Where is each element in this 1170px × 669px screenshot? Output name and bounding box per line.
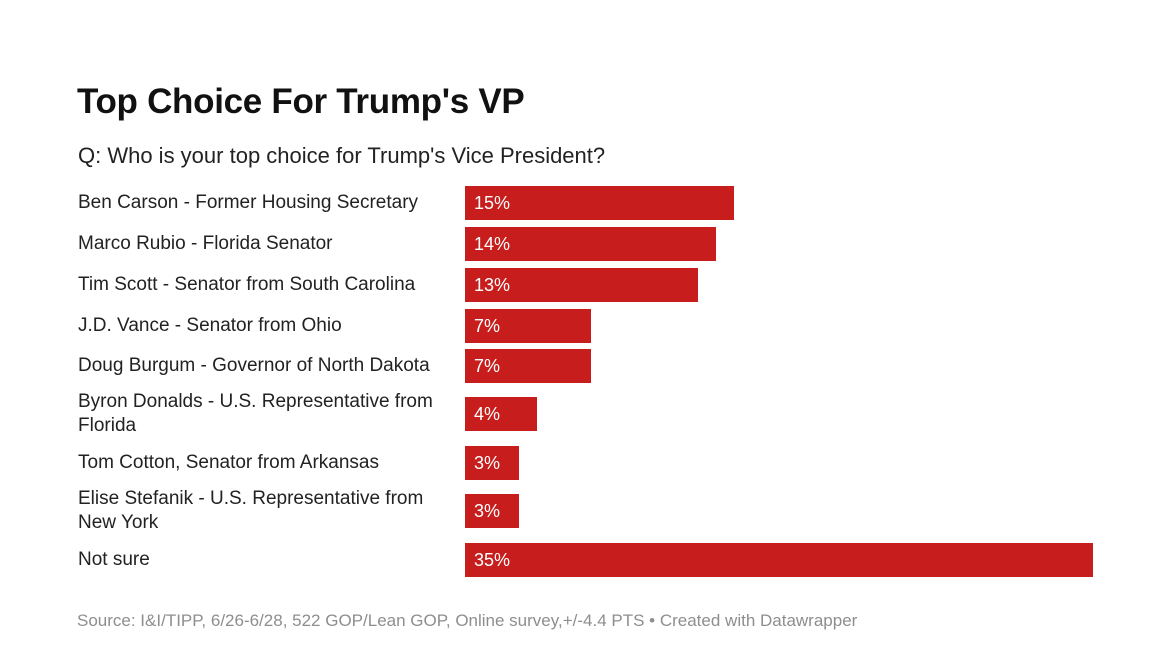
source-note: Source: I&I/TIPP, 6/26-6/28, 522 GOP/Lea…	[77, 611, 858, 630]
bar	[465, 446, 519, 480]
category-label: Ben Carson - Former Housing Secretary	[78, 192, 419, 213]
bar	[465, 494, 519, 528]
category-label: J.D. Vance - Senator from Ohio	[78, 315, 342, 336]
bar	[465, 349, 591, 383]
data-label: 7%	[474, 356, 501, 376]
data-label: 15%	[474, 193, 511, 213]
bar	[465, 309, 591, 343]
category-label: Tom Cotton, Senator from Arkansas	[78, 452, 379, 473]
data-label: 13%	[474, 275, 511, 295]
bar	[465, 186, 734, 220]
bar	[465, 227, 716, 261]
data-label: 3%	[474, 453, 501, 473]
data-label: 35%	[474, 550, 511, 570]
chart-title: Top Choice For Trump's VP	[77, 82, 525, 121]
category-label: Marco Rubio - Florida Senator	[78, 233, 333, 254]
category-label: Doug Burgum - Governor of North Dakota	[78, 355, 430, 376]
category-label: Byron Donalds - U.S. Representative from…	[78, 391, 433, 436]
category-label: Elise Stefanik - U.S. Representative fro…	[78, 488, 424, 533]
category-label: Tim Scott - Senator from South Carolina	[78, 274, 416, 295]
data-label: 4%	[474, 404, 501, 424]
data-label: 3%	[474, 501, 501, 521]
bar	[465, 397, 537, 431]
chart-subtitle: Q: Who is your top choice for Trump's Vi…	[78, 143, 606, 168]
bar	[465, 268, 698, 302]
bar	[465, 543, 1093, 577]
data-label: 7%	[474, 316, 501, 336]
data-label: 14%	[474, 234, 511, 254]
category-label: Not sure	[78, 549, 150, 570]
